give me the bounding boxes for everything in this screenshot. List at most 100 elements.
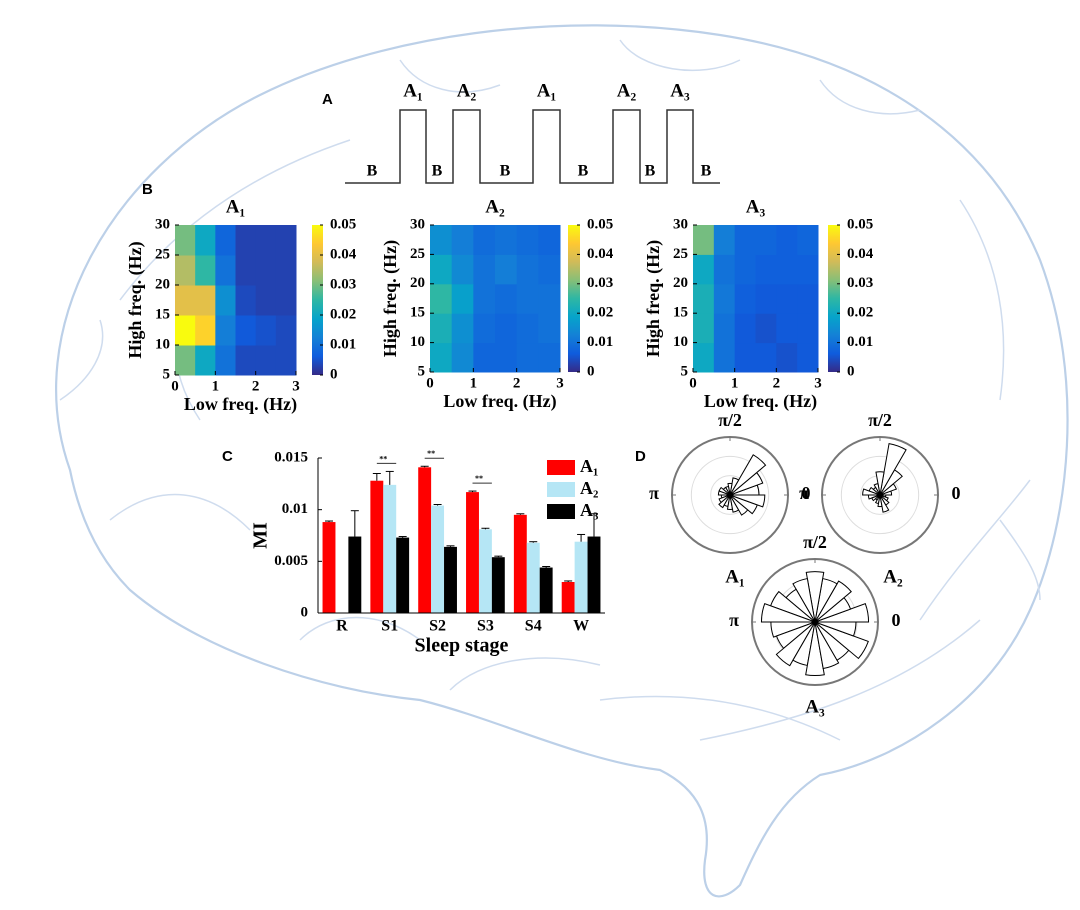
- heatmap-cell: [430, 225, 453, 255]
- baseline-label: B: [367, 163, 378, 180]
- rose-petal: [729, 494, 766, 508]
- colorbar-tick-label: 0.03: [847, 275, 873, 291]
- colorbar-tick-label: 0.05: [847, 216, 873, 232]
- y-tick-label: 20: [155, 276, 170, 292]
- colorbar-tick-label: 0.04: [330, 246, 357, 262]
- legend-label: A₂: [580, 478, 598, 498]
- y-tick-label: 25: [155, 246, 170, 262]
- x-tick-label: S3: [477, 618, 494, 635]
- colorbar-tick-label: 0.04: [587, 246, 614, 262]
- y-tick-label: 30: [410, 216, 425, 232]
- error-bar: [468, 490, 477, 493]
- bar: [587, 536, 601, 613]
- y-axis-label: High freq. (Hz): [380, 240, 401, 357]
- bar: [539, 567, 553, 613]
- x-tick-label: R: [336, 618, 348, 635]
- heatmap-cell: [195, 285, 216, 316]
- legend-swatch: [547, 482, 575, 497]
- heatmap-cell: [538, 313, 561, 344]
- y-tick-label: 15: [673, 305, 688, 321]
- bar: [526, 542, 540, 613]
- x-tick-label: 0: [689, 375, 697, 391]
- y-tick-label: 0.005: [274, 553, 308, 569]
- heatmap-cell: [235, 345, 257, 376]
- heatmap-cell: [755, 225, 777, 255]
- heatmap-cell: [215, 285, 236, 316]
- heatmap-cell: [776, 254, 798, 285]
- x-tick-label: 1: [731, 375, 739, 391]
- baseline-label: B: [645, 163, 656, 180]
- baseline-label: B: [500, 163, 511, 180]
- x-axis-label: Low freq. (Hz): [184, 394, 297, 415]
- y-tick-label: 5: [163, 366, 171, 382]
- error-bar: [325, 520, 334, 523]
- heatmap-cell: [495, 342, 518, 373]
- error-bar: [542, 566, 551, 568]
- pulse-label: A₃: [670, 80, 690, 101]
- heatmap-cell: [495, 313, 518, 344]
- error-bar: [589, 513, 598, 537]
- heatmap-cell: [255, 315, 277, 346]
- colorbar: [568, 225, 580, 372]
- colorbar-tick-label: 0.02: [587, 305, 613, 321]
- error-bar: [577, 533, 586, 542]
- brain-background: [55, 24, 1069, 898]
- heatmap-cell: [473, 254, 496, 285]
- legend-label: A₁: [580, 456, 598, 476]
- heatmap-cells: [175, 225, 297, 376]
- theta-tick-label: 0: [802, 483, 811, 503]
- panel-label: C: [222, 448, 233, 465]
- colorbar-tick-label: 0.02: [330, 306, 356, 322]
- colorbar-tick-label: 0.01: [330, 336, 356, 352]
- heatmap-cell: [693, 313, 715, 344]
- x-tick-label: W: [573, 618, 589, 635]
- x-tick-label: S4: [525, 618, 542, 635]
- baseline-label: B: [701, 163, 712, 180]
- heatmap-cell: [755, 342, 777, 373]
- bar: [491, 557, 505, 613]
- heatmap-cell: [516, 283, 539, 314]
- rose-petal: [879, 494, 889, 502]
- y-tick-label: 10: [673, 334, 688, 350]
- significance-label: **: [475, 474, 483, 483]
- heatmap-cell: [275, 345, 297, 376]
- colorbar-tick-label: 0.01: [847, 334, 873, 350]
- bar: [466, 492, 479, 613]
- polar-title: A₁: [725, 566, 744, 587]
- theta-tick-label: 0: [892, 610, 901, 630]
- brain-fold: [59, 39, 1041, 641]
- heatmap-cell: [797, 342, 819, 373]
- heatmap-cell: [473, 225, 496, 255]
- x-tick-label: 1: [470, 375, 478, 391]
- heatmap-cell: [430, 342, 453, 373]
- heatmap-cell: [473, 283, 496, 314]
- error-bar: [385, 470, 394, 485]
- heatmap-cell: [516, 225, 539, 255]
- rose-petal: [805, 621, 825, 677]
- rose-petal: [775, 621, 816, 667]
- polar-grid-circle: [840, 455, 920, 535]
- rose-petal: [814, 621, 840, 670]
- colorbar-tick-label: 0.03: [587, 275, 613, 291]
- x-tick-label: 3: [814, 375, 822, 391]
- rose-petal: [814, 580, 852, 623]
- heatmap-cell: [734, 342, 756, 373]
- heatmap-cells: [430, 225, 561, 373]
- x-axis-label: Sleep stage: [415, 635, 509, 657]
- heatmap-cell: [797, 225, 819, 255]
- x-tick-label: 3: [556, 375, 564, 391]
- colorbar-tick-label: 0.04: [847, 246, 874, 262]
- rose-petal: [729, 477, 740, 496]
- heatmap-cell: [451, 283, 474, 314]
- y-axis-label: High freq. (Hz): [125, 241, 146, 358]
- heatmap-cell: [430, 254, 453, 285]
- heatmap-cell: [430, 283, 453, 314]
- y-tick-label: 25: [410, 246, 425, 262]
- y-axis-label: MI: [250, 522, 272, 549]
- heatmap-cell: [776, 225, 798, 255]
- heatmap-cell: [538, 342, 561, 373]
- bar: [478, 529, 492, 613]
- rose-petal: [875, 471, 885, 496]
